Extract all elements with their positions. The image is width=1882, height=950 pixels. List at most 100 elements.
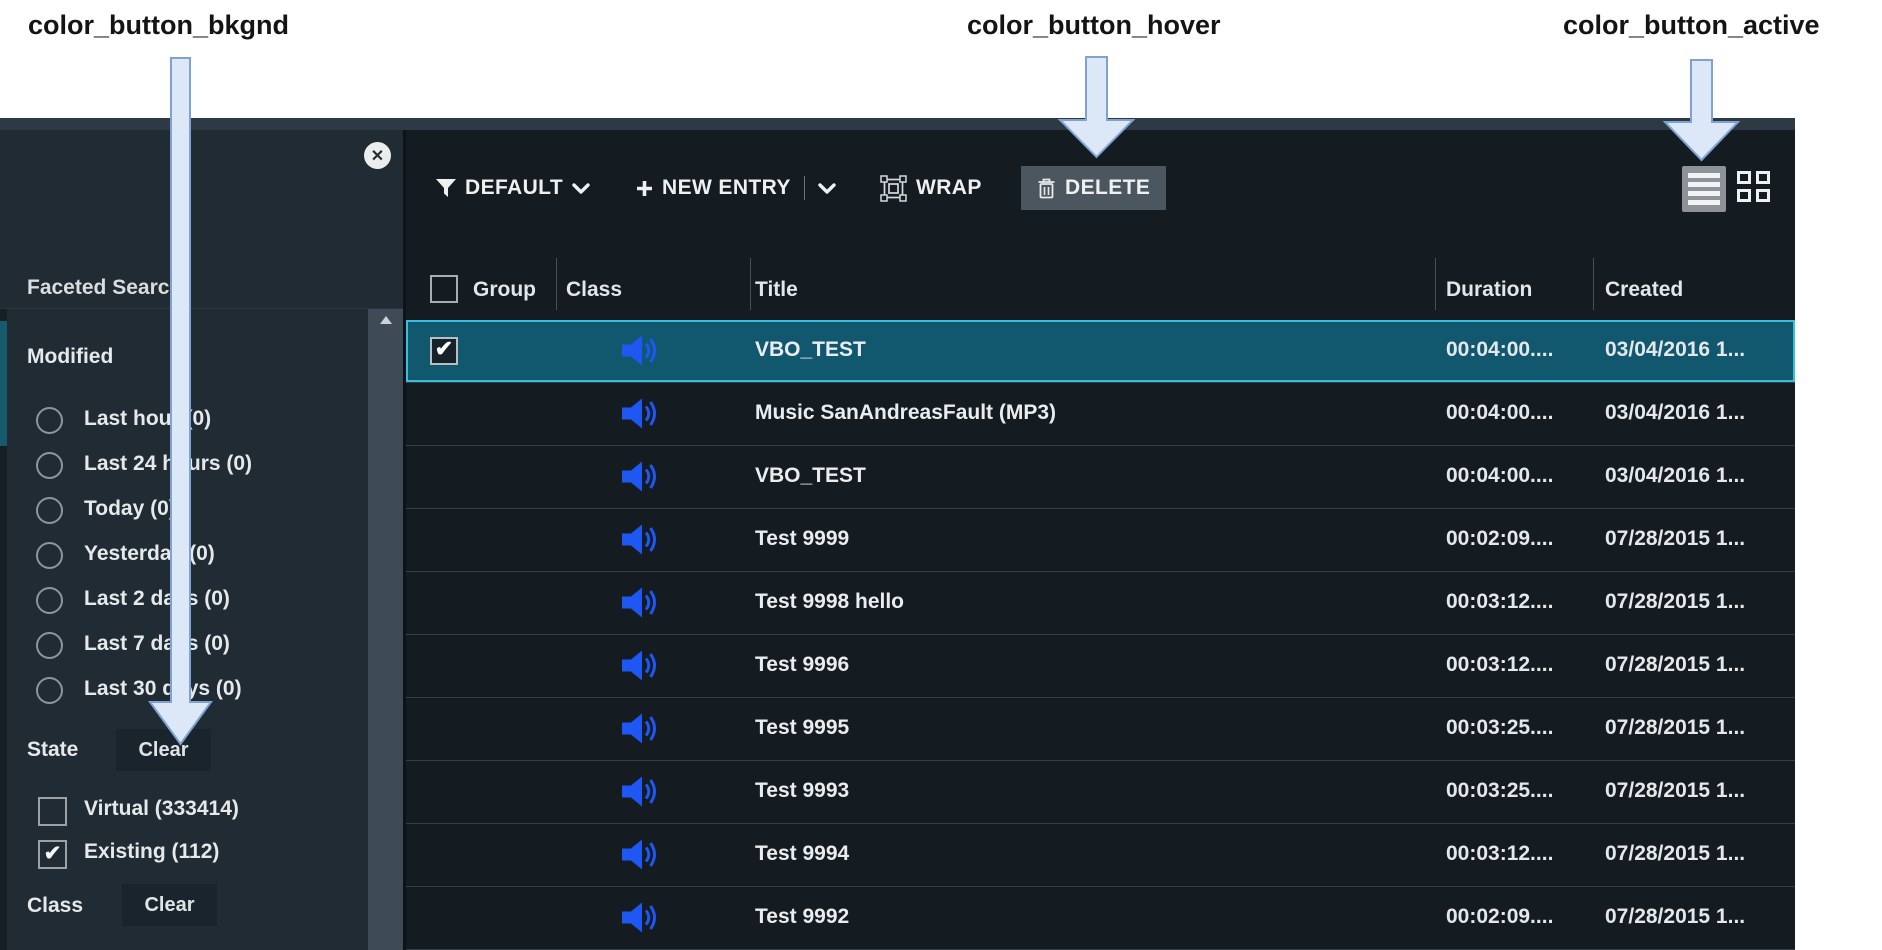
row-created: 03/04/2016 1...	[1605, 464, 1746, 487]
column-divider	[1435, 258, 1436, 310]
modified-option[interactable]: Last 24 hours (0)	[0, 443, 360, 488]
row-duration: 00:02:09....	[1446, 527, 1554, 550]
table-row[interactable]: ✔ Test 9998 hello 00:03:12.... 07/28/201…	[406, 572, 1795, 635]
modified-option[interactable]: Today (0)	[0, 488, 360, 533]
modified-option[interactable]: Last 30 days (0)	[0, 668, 360, 713]
row-duration: 00:04:00....	[1446, 464, 1554, 487]
table-row[interactable]: ✔ Test 9992 00:02:09.... 07/28/2015 1...	[406, 887, 1795, 950]
wrap-icon	[880, 174, 907, 202]
modified-option[interactable]: Last 7 days (0)	[0, 623, 360, 668]
panel-title: Faceted Search	[27, 276, 183, 299]
radio-button[interactable]	[36, 677, 63, 704]
delete-button[interactable]: DELETE	[1021, 166, 1167, 210]
audio-speaker-icon	[622, 461, 656, 492]
audio-speaker-icon	[622, 398, 656, 429]
sidebar-left-scroll-thumb[interactable]	[0, 321, 7, 446]
audio-speaker-icon	[622, 335, 656, 366]
audio-speaker-icon	[622, 524, 656, 555]
sidebar-scrollbar[interactable]	[368, 309, 403, 950]
radio-button[interactable]	[36, 452, 63, 479]
table-row[interactable]: ✔ Test 9994 00:03:12.... 07/28/2015 1...	[406, 824, 1795, 887]
state-clear-button[interactable]: Clear	[116, 729, 211, 771]
facet-heading-class: Class	[27, 894, 84, 917]
column-divider	[556, 258, 557, 310]
filter-icon	[436, 178, 456, 197]
state-option[interactable]: ✔ Existing (112)	[0, 833, 360, 876]
row-created: 07/28/2015 1...	[1605, 842, 1746, 865]
modified-option[interactable]: Yesterday (0)	[0, 533, 360, 578]
row-title: Test 9994	[755, 842, 850, 865]
sidebar-divider	[0, 308, 403, 309]
audio-speaker-icon	[622, 902, 656, 933]
table-row[interactable]: ✔ Test 9996 00:03:12.... 07/28/2015 1...	[406, 635, 1795, 698]
facet-heading-state: State	[27, 738, 79, 761]
radio-label: Last 24 hours (0)	[84, 452, 253, 475]
row-title: Test 9996	[755, 653, 850, 676]
close-icon[interactable]: ✕	[364, 142, 391, 169]
chevron-down-icon[interactable]	[818, 182, 836, 194]
radio-label: Last 30 days (0)	[84, 677, 242, 700]
audio-speaker-icon	[622, 650, 656, 681]
table-row[interactable]: ✔ Test 9995 00:03:25.... 07/28/2015 1...	[406, 698, 1795, 761]
audio-speaker-icon	[622, 839, 656, 870]
default-filter-dropdown[interactable]: DEFAULT	[436, 166, 590, 210]
row-checkbox[interactable]: ✔	[430, 337, 458, 365]
class-clear-button[interactable]: Clear	[122, 884, 217, 926]
row-duration: 00:04:00....	[1446, 401, 1554, 424]
row-duration: 00:02:09....	[1446, 905, 1554, 928]
table-row[interactable]: ✔ Test 9999 00:02:09.... 07/28/2015 1...	[406, 509, 1795, 572]
asset-rows: ✔ VBO_TEST 00:04:00.... 03/04/2016 1... …	[406, 320, 1795, 950]
new-entry-button[interactable]: NEW ENTRY	[636, 166, 836, 210]
modified-option[interactable]: Last 2 days (0)	[0, 578, 360, 623]
radio-button[interactable]	[36, 497, 63, 524]
grid-view-icon	[1737, 171, 1751, 184]
checkbox[interactable]: ✔	[38, 797, 67, 826]
table-row[interactable]: ✔ VBO_TEST 00:04:00.... 03/04/2016 1...	[406, 320, 1795, 383]
list-view-icon	[1688, 173, 1720, 178]
state-options-list: ✔ Virtual (333414) ✔ Existing (112)	[0, 790, 360, 876]
row-duration: 00:03:12....	[1446, 653, 1554, 676]
row-duration: 00:03:12....	[1446, 590, 1554, 613]
chevron-down-icon	[572, 182, 590, 194]
column-header-duration[interactable]: Duration	[1446, 278, 1533, 301]
table-header: Group Class Title Duration Created	[406, 250, 1795, 320]
radio-button[interactable]	[36, 632, 63, 659]
table-row[interactable]: ✔ Test 9993 00:03:25.... 07/28/2015 1...	[406, 761, 1795, 824]
sidebar-left-scroll-track[interactable]	[0, 309, 7, 950]
modified-option[interactable]: Last hour (0)	[0, 398, 360, 443]
row-created: 07/28/2015 1...	[1605, 716, 1746, 739]
checkbox[interactable]: ✔	[38, 840, 67, 869]
radio-button[interactable]	[36, 542, 63, 569]
scroll-up-icon[interactable]	[380, 316, 392, 324]
radio-button[interactable]	[36, 587, 63, 614]
check-icon: ✔	[43, 842, 62, 865]
list-view-toggle-active[interactable]	[1682, 166, 1726, 212]
annotation-color-button-active: color_button_active	[1563, 10, 1820, 40]
row-title: Test 9999	[755, 527, 850, 550]
row-created: 03/04/2016 1...	[1605, 338, 1746, 361]
wrap-button[interactable]: WRAP	[880, 166, 982, 210]
row-title: Test 9992	[755, 905, 850, 928]
radio-label: Last 2 days (0)	[84, 587, 230, 610]
checkbox-label: Existing (112)	[84, 840, 220, 863]
row-created: 03/04/2016 1...	[1605, 401, 1746, 424]
radio-button[interactable]	[36, 407, 63, 434]
column-header-created[interactable]: Created	[1605, 278, 1684, 301]
column-header-class[interactable]: Class	[566, 278, 623, 301]
column-header-group[interactable]: Group	[473, 278, 536, 301]
annotation-color-button-bkgnd: color_button_bkgnd	[28, 10, 289, 40]
plus-icon	[637, 180, 652, 196]
table-row[interactable]: ✔ Music SanAndreasFault (MP3) 00:04:00..…	[406, 383, 1795, 446]
row-duration: 00:04:00....	[1446, 338, 1554, 361]
select-all-checkbox[interactable]	[430, 275, 458, 303]
radio-label: Yesterday (0)	[84, 542, 215, 565]
radio-label: Last 7 days (0)	[84, 632, 230, 655]
window-top-strip	[0, 118, 1795, 130]
check-icon: ✔	[434, 336, 454, 361]
row-title: Test 9993	[755, 779, 850, 802]
table-row[interactable]: ✔ VBO_TEST 00:04:00.... 03/04/2016 1...	[406, 446, 1795, 509]
column-header-title[interactable]: Title	[755, 278, 798, 301]
state-option[interactable]: ✔ Virtual (333414)	[0, 790, 360, 833]
grid-view-toggle[interactable]	[1737, 171, 1773, 203]
